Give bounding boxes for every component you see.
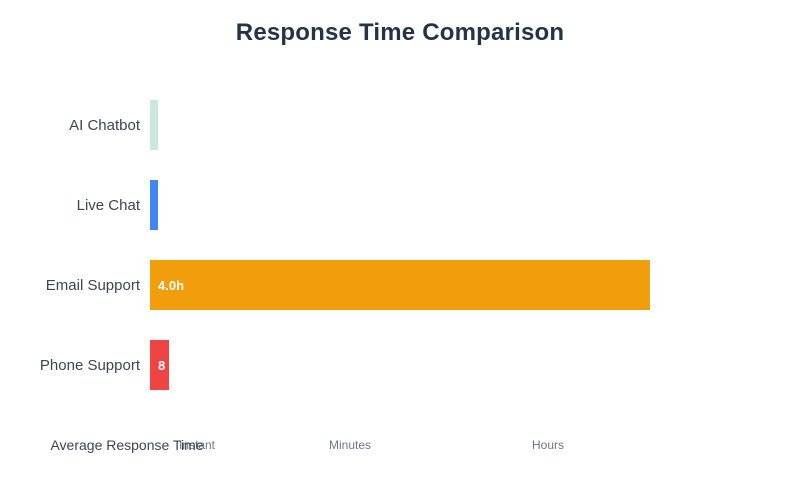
- chart-row-phone-support: Phone Support 8: [0, 340, 800, 390]
- x-axis-tick-instant: Instant: [178, 438, 216, 452]
- bar-ai-chatbot[interactable]: [150, 100, 158, 150]
- chart-title: Response Time Comparison: [235, 19, 565, 46]
- bar-phone-support[interactable]: 8: [150, 340, 169, 390]
- bar-value-label-email-support: 4.0h: [158, 277, 185, 293]
- x-axis-tick-hours: Hours: [531, 438, 565, 452]
- category-label-ai-chatbot: AI Chatbot: [69, 116, 140, 134]
- category-label-phone-support: Phone Support: [39, 356, 140, 374]
- bar-value-label-phone-support: 8: [158, 357, 166, 373]
- chart-row-ai-chatbot: AI Chatbot: [0, 100, 800, 150]
- x-axis-title: Average Response Time: [50, 437, 204, 453]
- bar-email-support[interactable]: 4.0h: [150, 260, 650, 310]
- x-axis-tick-minutes: Minutes: [328, 438, 372, 452]
- chart-row-live-chat: Live Chat: [0, 180, 800, 230]
- bar-live-chat[interactable]: [150, 180, 158, 230]
- category-label-live-chat: Live Chat: [76, 196, 140, 214]
- chart-row-email-support: Email Support 4.0h: [0, 260, 800, 310]
- x-axis: Instant Minutes Hours Average Response T…: [0, 437, 800, 454]
- category-label-email-support: Email Support: [45, 276, 140, 294]
